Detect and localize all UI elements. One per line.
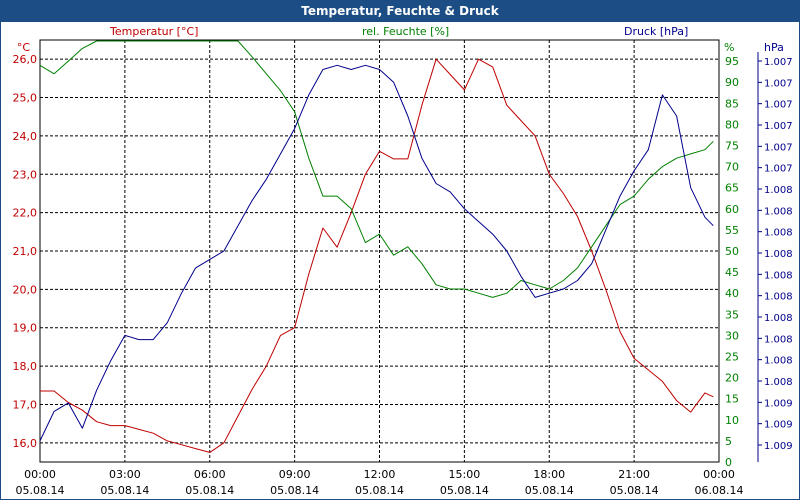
- y-tick-temperature: 17,0: [13, 398, 38, 411]
- y-tick-pressure: 1.009: [764, 398, 793, 409]
- y-tick-temperature: 19,0: [13, 322, 38, 335]
- humidity-line: [39, 40, 714, 298]
- y-tick-pressure: 1.007: [764, 78, 793, 89]
- chart-title: Temperatur, Feuchte & Druck: [301, 4, 499, 18]
- legend-temperature: Temperatur [°C]: [109, 25, 198, 38]
- y-tick-humidity: 80: [725, 118, 739, 131]
- humidity-unit-label: %: [724, 41, 734, 54]
- y-tick-temperature: 18,0: [13, 360, 38, 373]
- y-tick-humidity: 40: [725, 287, 739, 300]
- series-lines: [39, 40, 714, 453]
- x-tick-time: 21:00: [618, 468, 650, 481]
- legend-pressure: Druck [hPa]: [624, 25, 688, 38]
- x-tick-time: 09:00: [279, 468, 311, 481]
- y-tick-humidity: 75: [725, 140, 739, 153]
- x-tick-time: 15:00: [449, 468, 481, 481]
- x-tick-date: 05.08.14: [185, 484, 234, 497]
- y-tick-humidity: 65: [725, 182, 739, 195]
- y-tick-humidity: 25: [725, 351, 739, 364]
- x-tick-date: 05.08.14: [610, 484, 659, 497]
- x-tick-time: 18:00: [533, 468, 565, 481]
- title-bar: Temperatur, Feuchte & Druck: [1, 1, 799, 22]
- y-tick-humidity: 50: [725, 245, 739, 258]
- x-tick-time: 00:00: [703, 468, 735, 481]
- y-tick-humidity: 70: [725, 161, 739, 174]
- x-tick-date: 05.08.14: [16, 484, 65, 497]
- x-tick-time: 03:00: [109, 468, 141, 481]
- temperature-unit-label: °C: [17, 41, 31, 54]
- y-tick-temperature: 25,0: [13, 92, 38, 105]
- y-tick-temperature: 20,0: [13, 283, 38, 296]
- x-tick-time: 12:00: [364, 468, 396, 481]
- x-tick-date: 05.08.14: [440, 484, 489, 497]
- y-tick-temperature: 23,0: [13, 168, 38, 181]
- y-tick-pressure: 1.008: [764, 249, 793, 260]
- y-tick-pressure: 1.008: [764, 377, 793, 388]
- y-tick-temperature: 21,0: [13, 245, 38, 258]
- pressure-line: [39, 64, 714, 442]
- x-tick-date: 05.08.14: [355, 484, 404, 497]
- y-tick-temperature: 24,0: [13, 130, 38, 143]
- y-tick-humidity: 55: [725, 224, 739, 237]
- y-tick-pressure: 1.008: [764, 334, 793, 345]
- temperature-line: [40, 58, 714, 453]
- y-tick-temperature: 16,0: [13, 437, 38, 450]
- y-tick-humidity: 30: [725, 329, 739, 342]
- y-tick-humidity: 10: [725, 414, 739, 427]
- y-tick-humidity: 45: [725, 266, 739, 279]
- pressure-unit-label: hPa: [764, 41, 784, 54]
- y-tick-humidity: 95: [725, 55, 739, 68]
- y-tick-pressure: 1.007: [764, 121, 793, 132]
- axis-labels: 00:00 05.08.14 03:00 05.08.14 06:00 05.08.14 0…: [13, 52, 793, 497]
- y-tick-humidity: 20: [725, 372, 739, 385]
- y-tick-humidity: 35: [725, 308, 739, 321]
- y-tick-pressure: 1.008: [764, 228, 793, 239]
- y-tick-pressure: 1.008: [764, 206, 793, 217]
- y-tick-pressure: 1.008: [764, 270, 793, 281]
- x-tick-time: 06:00: [194, 468, 226, 481]
- y-tick-humidity: 60: [725, 203, 739, 216]
- x-tick-date: 05.08.14: [525, 484, 574, 497]
- y-tick-pressure: 1.009: [764, 441, 793, 452]
- y-tick-pressure: 1.008: [764, 313, 793, 324]
- y-tick-pressure: 1.008: [764, 356, 793, 367]
- y-tick-pressure: 1.007: [764, 164, 793, 175]
- y-tick-pressure: 1.008: [764, 292, 793, 303]
- y-tick-temperature: 26,0: [13, 53, 38, 66]
- y-tick-temperature: 22,0: [13, 207, 38, 220]
- y-tick-pressure: 1.007: [764, 142, 793, 153]
- y-tick-pressure: 1.008: [764, 185, 793, 196]
- y-tick-humidity: 5: [725, 435, 732, 448]
- y-tick-pressure: 1.009: [764, 420, 793, 431]
- x-tick-time: 00:00: [24, 468, 56, 481]
- x-tick-date: 06.08.14: [695, 484, 744, 497]
- y-tick-pressure: 1.007: [764, 57, 793, 68]
- x-tick-date: 05.08.14: [100, 484, 149, 497]
- y-tick-pressure: 1.007: [764, 100, 793, 111]
- y-tick-humidity: 15: [725, 393, 739, 406]
- y-tick-humidity: 85: [725, 97, 739, 110]
- x-tick-date: 05.08.14: [270, 484, 319, 497]
- y-tick-humidity: 0: [725, 456, 732, 469]
- y-tick-humidity: 90: [725, 76, 739, 89]
- legend-humidity: rel. Feuchte [%]: [362, 25, 449, 38]
- grid: [40, 40, 719, 462]
